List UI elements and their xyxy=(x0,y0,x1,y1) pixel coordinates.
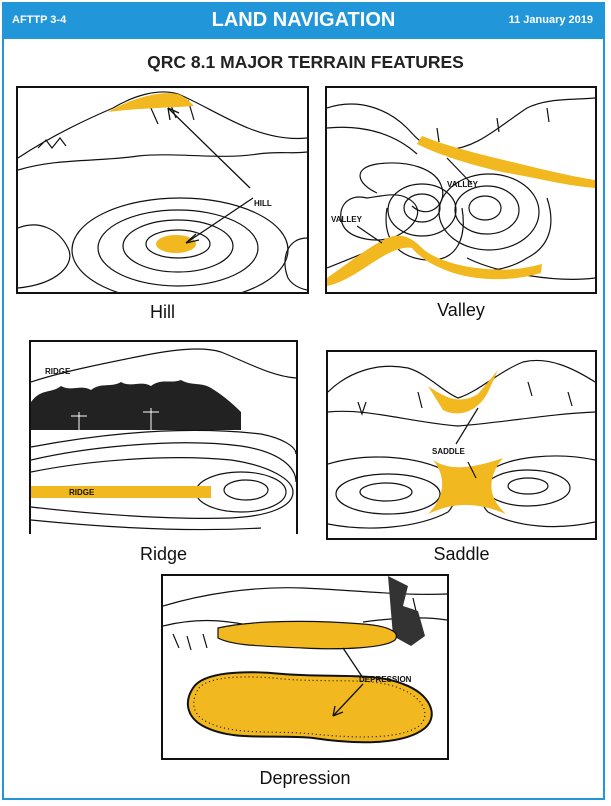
hill-summit-highlight xyxy=(108,93,194,112)
depression-contour-highlight xyxy=(186,671,433,744)
hill-contour-highlight xyxy=(156,235,196,253)
ridge-band-label: RIDGE xyxy=(69,488,95,497)
page-title: QRC 8.1 MAJOR TERRAIN FEATURES xyxy=(147,52,464,72)
depression-pool-highlight xyxy=(218,621,397,649)
ridge-top-label: RIDGE xyxy=(45,367,71,376)
valley-top-label: VALLEY xyxy=(447,180,479,189)
saddle-ridge-highlight xyxy=(428,370,498,414)
document-id: AFTTP 3-4 xyxy=(12,14,67,26)
valley-left-label: VALLEY xyxy=(331,215,363,224)
hill-label: HILL xyxy=(254,199,272,208)
ridge-line-highlight xyxy=(31,486,211,498)
ridge-figure: RIDGE RIDGE xyxy=(29,340,298,534)
header-bar: AFTTP 3-4 LAND NAVIGATION 11 January 201… xyxy=(2,2,605,39)
valley-caption: Valley xyxy=(437,300,485,320)
ridge-caption: Ridge xyxy=(139,544,188,564)
saddle-figure: SADDLE xyxy=(326,350,597,540)
valley-contour-highlight xyxy=(327,235,542,286)
saddle-label: SADDLE xyxy=(432,447,466,456)
depression-caption: Depression xyxy=(259,768,351,788)
hill-figure: HILL xyxy=(16,86,309,294)
saddle-contour-highlight xyxy=(428,458,506,514)
depression-figure: DEPRESSION xyxy=(161,574,449,760)
valley-floor-highlight xyxy=(417,136,595,188)
section-title: LAND NAVIGATION xyxy=(211,9,396,31)
saddle-caption: Saddle xyxy=(433,544,490,564)
document-date: 11 January 2019 xyxy=(508,14,593,26)
hill-caption: Hill xyxy=(150,302,175,322)
valley-figure: VALLEY VALLEY xyxy=(325,86,597,294)
depression-label: DEPRESSION xyxy=(359,675,412,684)
